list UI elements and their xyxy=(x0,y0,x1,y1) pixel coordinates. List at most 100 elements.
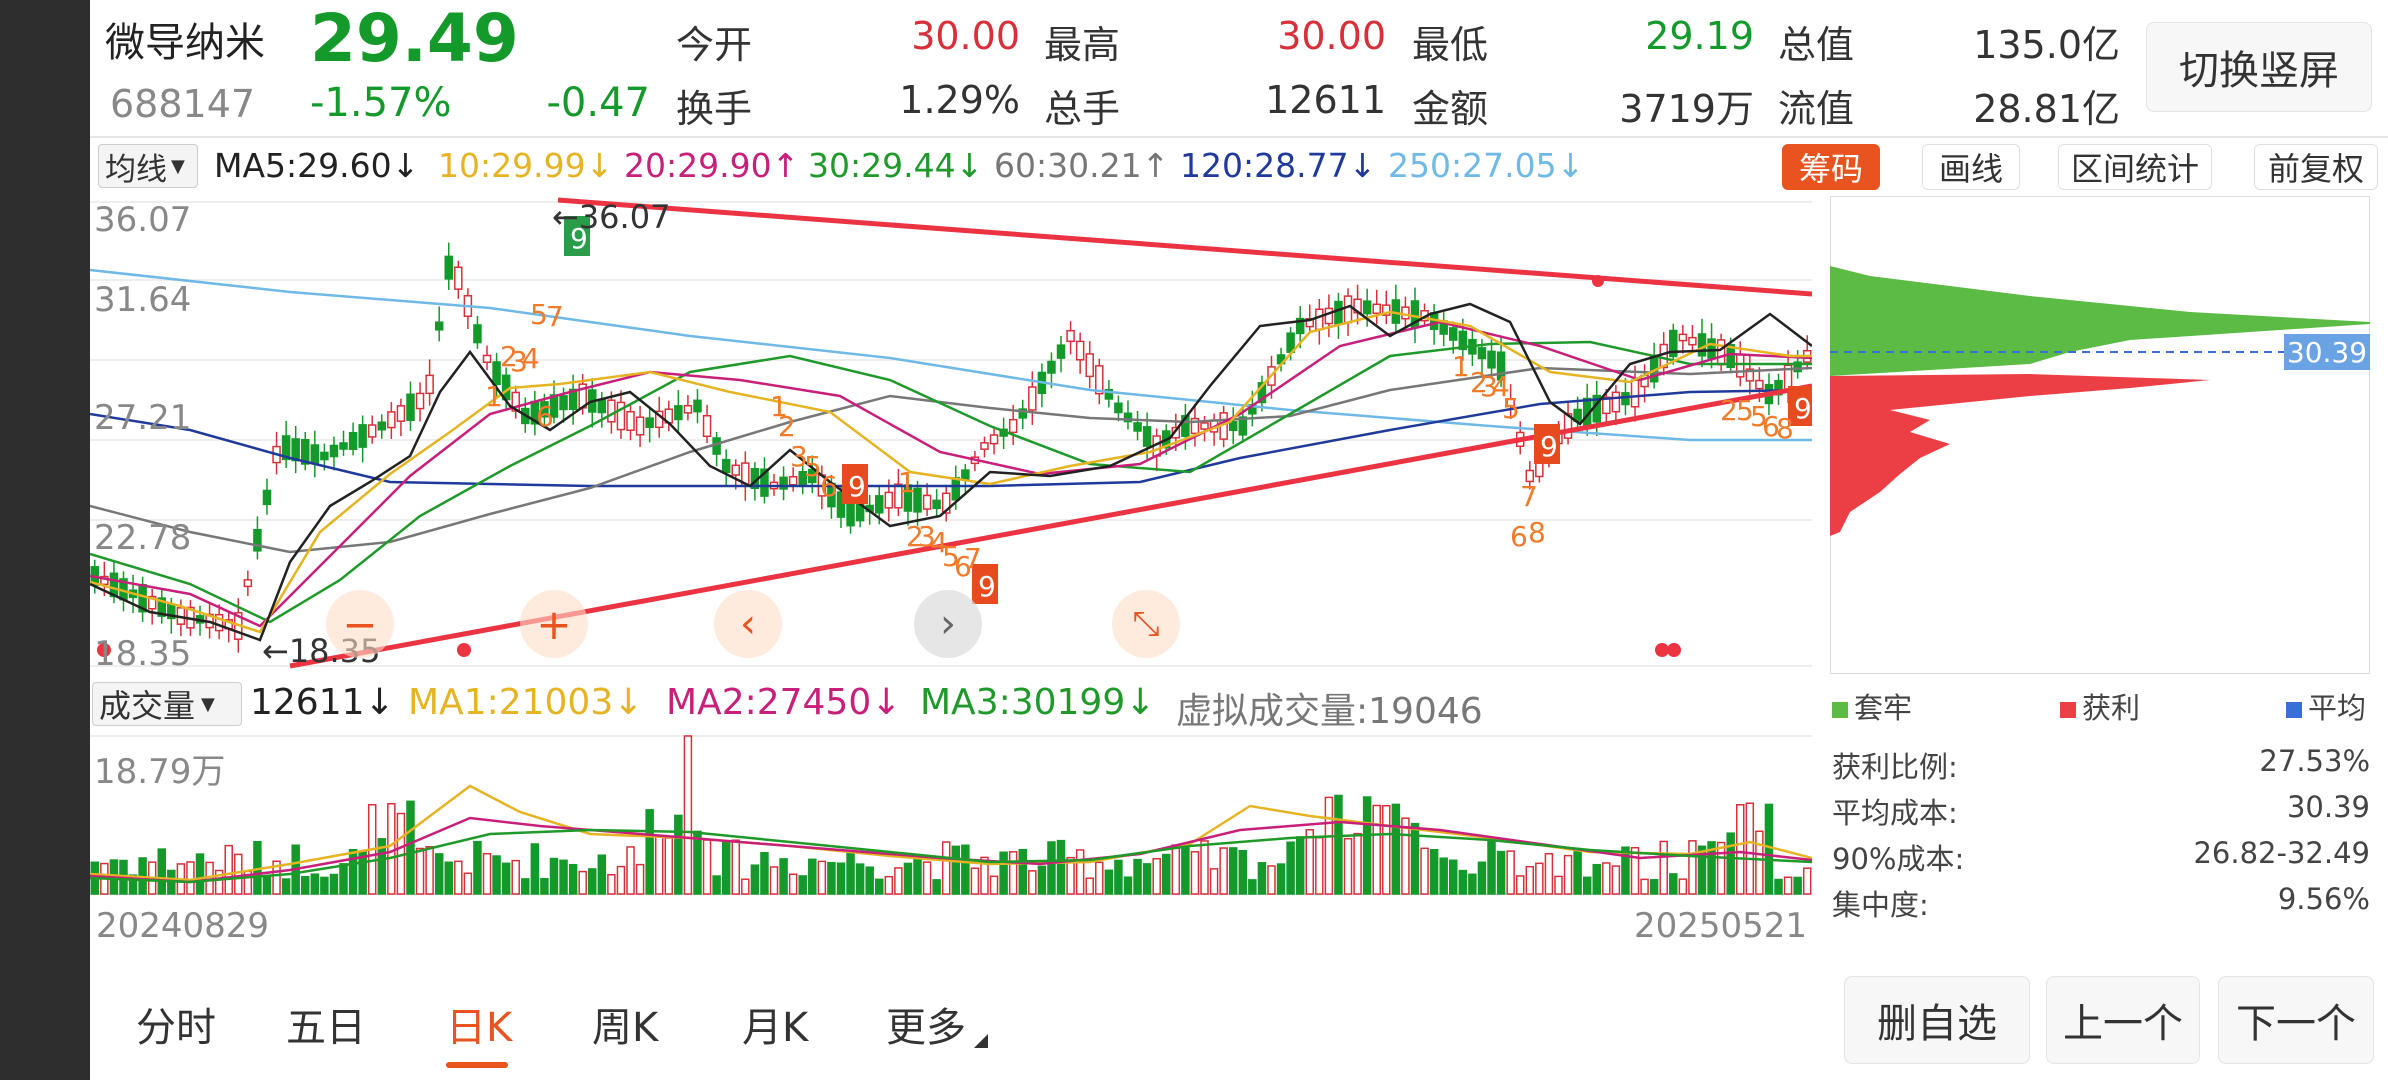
switch-portrait-button[interactable]: 切换竖屏 xyxy=(2146,22,2372,112)
volume-selector[interactable]: 成交量 ▼ xyxy=(92,682,242,726)
volume-bar xyxy=(693,830,702,895)
volume-bar xyxy=(157,848,166,895)
volume-bar xyxy=(540,877,549,895)
candle-body xyxy=(674,405,683,421)
volume-bar xyxy=(1114,859,1123,895)
svg-text:9: 9 xyxy=(1794,392,1812,425)
volume-bar xyxy=(1458,869,1468,895)
tab-monthly-k[interactable]: 月K xyxy=(742,1005,809,1051)
stat-label: 集中度: xyxy=(1832,888,1929,922)
candle-body xyxy=(1621,392,1630,406)
candle-body xyxy=(1228,420,1238,432)
volume-bar xyxy=(1028,870,1037,895)
volume-bar xyxy=(760,851,769,895)
avg-cost-tag: 30.39 xyxy=(2284,334,2370,370)
volume-bar xyxy=(855,863,865,895)
svg-text:4: 4 xyxy=(930,526,948,559)
candle-body xyxy=(1630,379,1640,408)
adjust-button[interactable]: 前复权 xyxy=(2254,144,2378,190)
volume-bar xyxy=(310,873,320,895)
draw-line-button[interactable]: 画线 xyxy=(1922,144,2020,190)
candle-body xyxy=(1200,422,1209,430)
candle-body xyxy=(607,399,616,423)
volume-bar xyxy=(454,860,463,895)
candle-body xyxy=(635,416,645,436)
previous-stock-button[interactable]: 上一个 xyxy=(2046,976,2200,1064)
legend-trapped: 套牢 xyxy=(1832,685,1912,727)
volume-bar xyxy=(1602,862,1611,895)
volume-bar xyxy=(1248,879,1257,895)
candle-body xyxy=(1343,295,1353,324)
volume-bar xyxy=(1209,868,1219,895)
moving-average-lines xyxy=(90,268,1812,642)
volume-bar xyxy=(1439,857,1448,895)
candle-body xyxy=(549,394,559,418)
candle-body xyxy=(1257,382,1267,404)
candle-body xyxy=(262,489,272,506)
svg-text:1: 1 xyxy=(485,380,503,413)
ma-selector[interactable]: 均线 ▼ xyxy=(98,144,198,188)
stock-code: 688147 xyxy=(110,82,256,126)
svg-text:1: 1 xyxy=(898,466,916,499)
ma60-line xyxy=(90,366,1812,554)
volume-bar xyxy=(961,844,970,895)
tab-daily-k[interactable]: 日K xyxy=(446,1005,513,1051)
svg-text:9: 9 xyxy=(978,570,996,603)
svg-text:5: 5 xyxy=(942,540,960,573)
scroll-right-button[interactable]: › xyxy=(914,590,982,658)
next-stock-button[interactable]: 下一个 xyxy=(2218,976,2374,1064)
ma30-readout: 30:29.44↓ xyxy=(808,146,984,185)
volume-bar xyxy=(712,875,721,895)
volume-bar xyxy=(521,878,530,895)
svg-text:3: 3 xyxy=(790,440,808,473)
tab-five-day[interactable]: 五日 xyxy=(286,1005,366,1051)
candle-body xyxy=(214,613,224,632)
left-side-bar xyxy=(0,0,90,1080)
volume-bar xyxy=(578,870,587,895)
volume-bar xyxy=(1659,840,1668,895)
tab-intraday[interactable]: 分时 xyxy=(136,1005,216,1051)
range-stats-button[interactable]: 区间统计 xyxy=(2058,144,2212,190)
tab-weekly-k[interactable]: 周K xyxy=(592,1005,659,1051)
change-amount: -0.47 xyxy=(546,80,651,126)
candle-body xyxy=(1104,388,1114,400)
zoom-in-button[interactable]: + xyxy=(520,590,588,658)
turnover-label: 换手 xyxy=(676,87,753,131)
candle-body xyxy=(1095,365,1104,395)
volume-bar xyxy=(387,803,396,895)
price-axis-label: 18.35 xyxy=(94,634,192,674)
candle-body xyxy=(1085,353,1094,378)
legend-avg-swatch xyxy=(2286,702,2302,718)
zoom-out-button[interactable]: − xyxy=(326,590,394,658)
volume-bar xyxy=(1678,878,1688,895)
volume-bar xyxy=(913,856,922,895)
low-label: 最低 xyxy=(1412,23,1489,67)
volume-bar xyxy=(683,735,693,895)
volume-bar xyxy=(377,838,387,895)
candle-body xyxy=(1056,344,1066,359)
volume-bar xyxy=(750,864,760,895)
volume-chart[interactable] xyxy=(90,734,1812,896)
candle-body xyxy=(693,399,702,413)
candle-body xyxy=(626,411,635,431)
stock-name: 微导纳米 xyxy=(105,20,265,66)
volume-bar xyxy=(1142,863,1152,895)
price-axis-label: 27.21 xyxy=(94,398,192,438)
volume-bar xyxy=(224,844,233,895)
volume-bar xyxy=(702,839,712,895)
candle-body xyxy=(836,491,846,518)
candlesticks xyxy=(90,242,1812,653)
remove-watchlist-button[interactable]: 删自选 xyxy=(1844,976,2030,1064)
candle-body xyxy=(731,464,740,476)
reset-view-button[interactable]: ⤡ xyxy=(1112,590,1180,658)
tab-more[interactable]: 更多 xyxy=(886,1005,966,1051)
volume-bar xyxy=(1382,804,1391,895)
volume-bar xyxy=(1621,846,1630,895)
chips-button[interactable]: 筹码 xyxy=(1782,144,1880,190)
candle-body xyxy=(310,444,320,464)
high-label: 最高 xyxy=(1044,23,1121,67)
low-value: 29.19 xyxy=(1645,14,1754,58)
volume-bar xyxy=(1276,863,1286,895)
scroll-left-button[interactable]: ‹ xyxy=(714,590,782,658)
